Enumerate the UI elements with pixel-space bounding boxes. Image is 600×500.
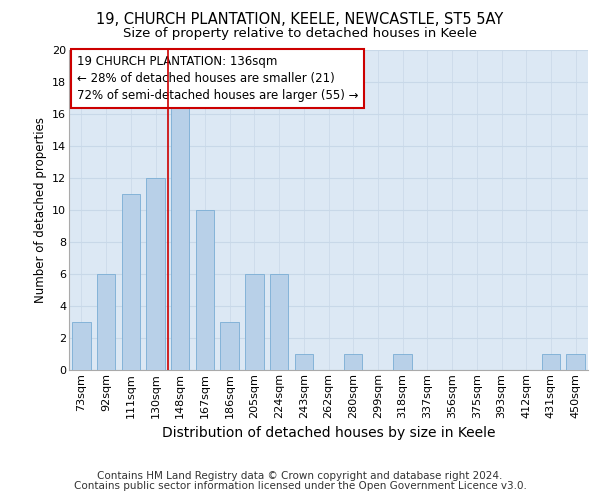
Bar [566, 354, 585, 370]
Y-axis label: Number of detached properties: Number of detached properties [34, 117, 47, 303]
Bar [542, 354, 560, 370]
Bar [245, 274, 263, 370]
Bar [72, 322, 91, 370]
Text: Contains HM Land Registry data © Crown copyright and database right 2024.: Contains HM Land Registry data © Crown c… [97, 471, 503, 481]
Bar [295, 354, 313, 370]
Text: 19 CHURCH PLANTATION: 136sqm
← 28% of detached houses are smaller (21)
72% of se: 19 CHURCH PLANTATION: 136sqm ← 28% of de… [77, 55, 358, 102]
Text: Size of property relative to detached houses in Keele: Size of property relative to detached ho… [123, 28, 477, 40]
X-axis label: Distribution of detached houses by size in Keele: Distribution of detached houses by size … [162, 426, 495, 440]
Bar [344, 354, 362, 370]
Bar [270, 274, 289, 370]
Bar [394, 354, 412, 370]
Text: 19, CHURCH PLANTATION, KEELE, NEWCASTLE, ST5 5AY: 19, CHURCH PLANTATION, KEELE, NEWCASTLE,… [97, 12, 503, 28]
Bar [97, 274, 115, 370]
Bar [122, 194, 140, 370]
Bar [171, 98, 190, 370]
Bar [146, 178, 165, 370]
Bar [220, 322, 239, 370]
Text: Contains public sector information licensed under the Open Government Licence v3: Contains public sector information licen… [74, 481, 526, 491]
Bar [196, 210, 214, 370]
